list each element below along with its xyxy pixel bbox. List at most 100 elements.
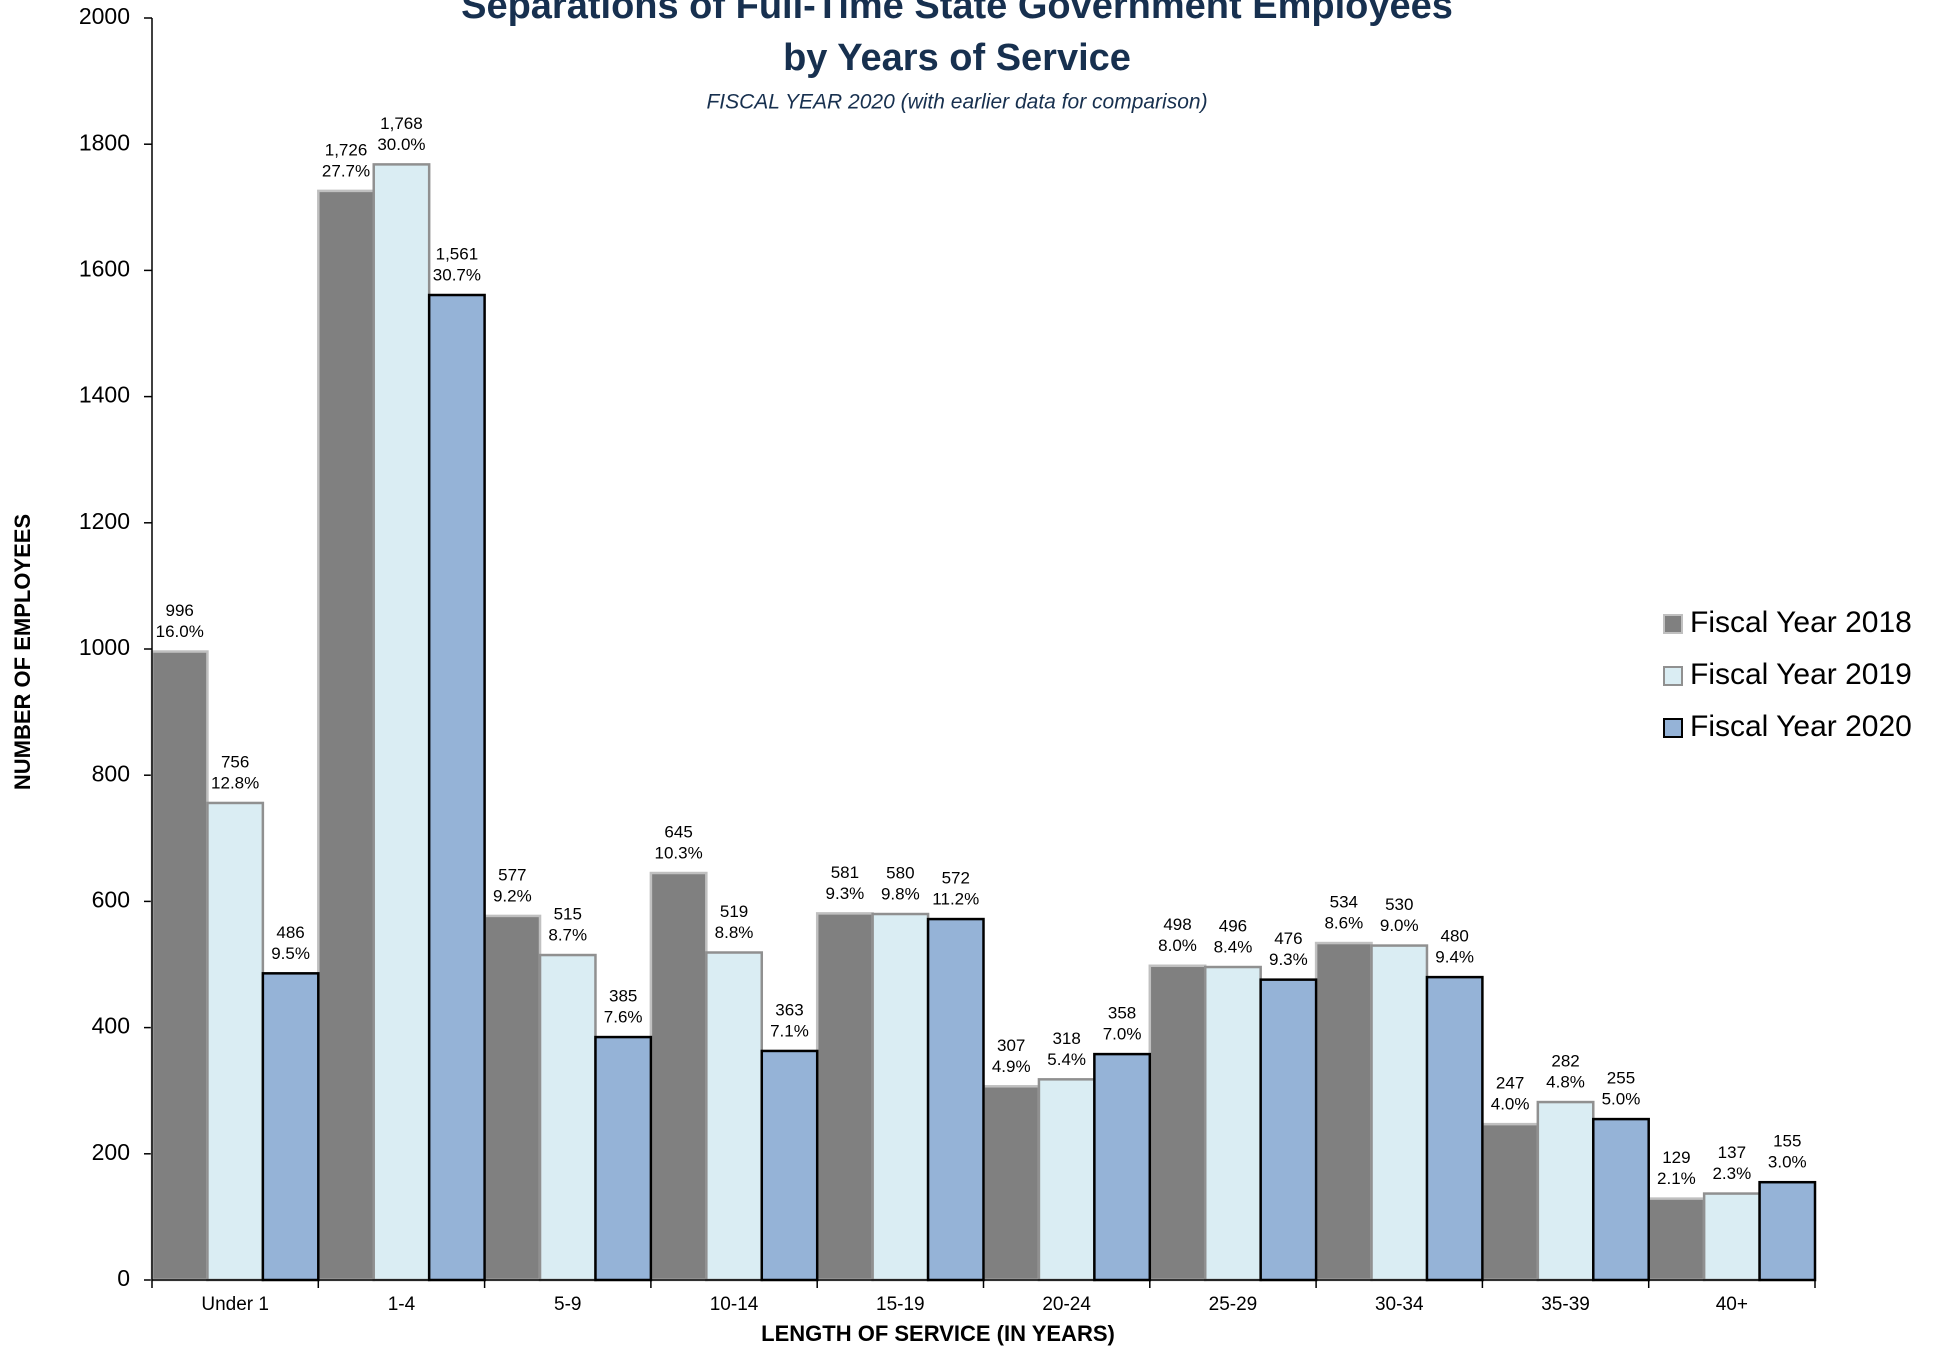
value-label: 645 bbox=[664, 822, 692, 841]
share-label: 5.0% bbox=[1602, 1090, 1641, 1109]
share-label: 12.8% bbox=[211, 773, 259, 792]
y-tick-label: 1800 bbox=[79, 129, 130, 155]
value-label: 530 bbox=[1385, 895, 1413, 914]
share-label: 4.0% bbox=[1491, 1095, 1530, 1114]
value-label: 255 bbox=[1607, 1069, 1635, 1088]
legend-swatch bbox=[1663, 614, 1683, 634]
share-label: 8.7% bbox=[548, 926, 587, 945]
bar bbox=[1592, 1117, 1650, 1282]
share-label: 9.3% bbox=[1269, 950, 1308, 969]
y-tick-label: 400 bbox=[92, 1013, 130, 1039]
bar bbox=[1425, 975, 1484, 1282]
value-label: 1,768 bbox=[380, 114, 423, 133]
value-label: 996 bbox=[166, 601, 194, 620]
legend-label: Fiscal Year 2018 bbox=[1690, 606, 1912, 639]
bar bbox=[317, 189, 375, 1282]
share-label: 27.7% bbox=[322, 161, 370, 180]
x-tick-label: 25-29 bbox=[1209, 1294, 1258, 1315]
value-label: 358 bbox=[1108, 1004, 1136, 1023]
legend-label: Fiscal Year 2020 bbox=[1690, 710, 1912, 743]
share-label: 7.0% bbox=[1103, 1025, 1142, 1044]
share-label: 30.0% bbox=[377, 135, 425, 154]
bar bbox=[982, 1085, 1041, 1282]
value-label: 307 bbox=[997, 1036, 1025, 1055]
share-label: 7.6% bbox=[604, 1008, 643, 1027]
bar bbox=[261, 972, 320, 1282]
share-label: 9.3% bbox=[826, 884, 865, 903]
value-label: 572 bbox=[942, 869, 970, 888]
x-tick-label: 1-4 bbox=[388, 1294, 416, 1315]
value-label: 129 bbox=[1662, 1148, 1690, 1167]
x-axis-title: LENGTH OF SERVICE (IN YEARS) bbox=[761, 1321, 1115, 1346]
bar bbox=[1203, 965, 1262, 1282]
value-label: 515 bbox=[554, 905, 582, 924]
y-tick-label: 2000 bbox=[79, 3, 130, 29]
y-tick-label: 0 bbox=[117, 1265, 130, 1291]
bar bbox=[427, 293, 486, 1282]
bar bbox=[206, 801, 265, 1282]
share-label: 8.8% bbox=[715, 923, 754, 942]
share-label: 10.3% bbox=[655, 843, 703, 862]
share-label: 4.9% bbox=[992, 1057, 1031, 1076]
x-tick-label: 20-24 bbox=[1042, 1294, 1091, 1315]
bar bbox=[150, 650, 209, 1282]
x-tick-label: 30-34 bbox=[1375, 1294, 1424, 1315]
value-label: 363 bbox=[775, 1000, 803, 1019]
bar bbox=[705, 951, 764, 1282]
share-label: 9.2% bbox=[493, 886, 532, 905]
share-label: 8.6% bbox=[1324, 914, 1363, 933]
value-label: 519 bbox=[720, 902, 748, 921]
bar bbox=[1148, 964, 1207, 1282]
share-label: 8.4% bbox=[1214, 938, 1253, 957]
y-tick-label: 1200 bbox=[79, 508, 130, 534]
value-label: 496 bbox=[1219, 917, 1247, 936]
value-label: 282 bbox=[1551, 1052, 1579, 1071]
bar bbox=[1536, 1100, 1595, 1282]
share-label: 9.5% bbox=[271, 944, 310, 963]
bar bbox=[1037, 1078, 1096, 1282]
bar bbox=[594, 1035, 653, 1282]
bar bbox=[1758, 1180, 1817, 1282]
bar bbox=[1647, 1197, 1706, 1282]
value-label: 155 bbox=[1773, 1132, 1801, 1151]
bar bbox=[1370, 944, 1429, 1282]
share-label: 2.1% bbox=[1657, 1169, 1696, 1188]
chart-subtitle: FISCAL YEAR 2020 (with earlier data for … bbox=[706, 91, 1207, 114]
bar bbox=[1702, 1192, 1761, 1282]
share-label: 4.8% bbox=[1546, 1073, 1585, 1092]
x-tick-label: 5-9 bbox=[554, 1294, 581, 1315]
share-label: 16.0% bbox=[156, 622, 204, 641]
value-label: 498 bbox=[1163, 915, 1191, 934]
share-label: 30.7% bbox=[433, 265, 481, 284]
bar bbox=[483, 914, 542, 1282]
x-tick-label: Under 1 bbox=[201, 1294, 269, 1315]
value-label: 385 bbox=[609, 987, 637, 1006]
value-label: 756 bbox=[221, 752, 249, 771]
y-tick-label: 200 bbox=[92, 1139, 130, 1165]
x-tick-label: 15-19 bbox=[876, 1294, 925, 1315]
y-tick-label: 800 bbox=[92, 760, 130, 786]
chart-title: Separations of Full-Time State Governmen… bbox=[461, 0, 1453, 27]
value-label: 247 bbox=[1496, 1074, 1524, 1093]
share-label: 8.0% bbox=[1158, 936, 1197, 955]
bar bbox=[538, 953, 597, 1282]
bar bbox=[760, 1049, 819, 1282]
value-label: 1,561 bbox=[436, 244, 479, 263]
x-tick-label: 35-39 bbox=[1541, 1294, 1590, 1315]
legend-swatch bbox=[1663, 666, 1683, 686]
bar bbox=[1259, 978, 1318, 1282]
bar bbox=[649, 871, 708, 1282]
x-tick-label: 10-14 bbox=[710, 1294, 759, 1315]
value-label: 318 bbox=[1052, 1029, 1080, 1048]
bar bbox=[372, 163, 431, 1282]
bar bbox=[1314, 941, 1373, 1282]
y-tick-label: 1600 bbox=[79, 255, 130, 281]
share-label: 5.4% bbox=[1047, 1050, 1086, 1069]
value-label: 476 bbox=[1274, 929, 1302, 948]
share-label: 7.1% bbox=[770, 1021, 809, 1040]
share-label: 9.8% bbox=[881, 885, 920, 904]
legend-label: Fiscal Year 2019 bbox=[1690, 658, 1912, 691]
value-label: 137 bbox=[1718, 1143, 1746, 1162]
share-label: 3.0% bbox=[1768, 1153, 1807, 1172]
x-tick-label: 40+ bbox=[1716, 1294, 1748, 1315]
